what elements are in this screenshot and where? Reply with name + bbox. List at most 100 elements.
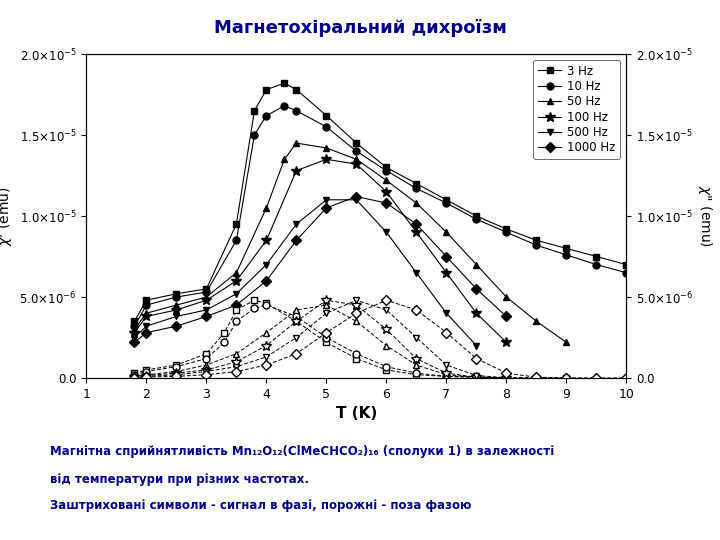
100 Hz [130, 329, 139, 336]
Line: 100 Hz: 100 Hz [130, 154, 511, 347]
10 Hz [532, 242, 541, 248]
500 Hz [442, 310, 451, 316]
Legend: 3 Hz, 10 Hz, 50 Hz, 100 Hz, 500 Hz, 1000 Hz: 3 Hz, 10 Hz, 50 Hz, 100 Hz, 500 Hz, 1000… [534, 60, 621, 159]
100 Hz [382, 188, 391, 195]
3 Hz [142, 297, 150, 303]
3 Hz [502, 226, 510, 232]
10 Hz [562, 252, 571, 258]
50 Hz [532, 318, 541, 325]
10 Hz [202, 289, 211, 295]
100 Hz [172, 307, 181, 313]
10 Hz [472, 216, 481, 222]
100 Hz [262, 237, 271, 244]
Text: Магнітна сприйнятливість Mn₁₂O₁₂(ClMeCHCO₂)₁₆ (сполуки 1) в залежності: Магнітна сприйнятливість Mn₁₂O₁₂(ClMeCHC… [50, 446, 554, 458]
1000 Hz [232, 302, 240, 308]
500 Hz [352, 197, 361, 203]
3 Hz [232, 221, 240, 227]
Text: Магнетохіральний дихроїзм: Магнетохіральний дихроїзм [214, 19, 506, 37]
500 Hz [130, 334, 139, 341]
3 Hz [262, 86, 271, 93]
3 Hz [412, 180, 420, 187]
10 Hz [382, 167, 391, 174]
1000 Hz [352, 193, 361, 200]
1000 Hz [472, 286, 481, 292]
10 Hz [622, 269, 631, 276]
10 Hz [280, 103, 289, 109]
1000 Hz [262, 278, 271, 284]
500 Hz [412, 269, 420, 276]
10 Hz [130, 323, 139, 329]
10 Hz [250, 132, 258, 138]
1000 Hz [172, 323, 181, 329]
10 Hz [412, 185, 420, 192]
3 Hz [562, 245, 571, 252]
3 Hz [352, 140, 361, 146]
500 Hz [232, 291, 240, 297]
Text: від температури при різних частотах.: від температури при різних частотах. [50, 472, 310, 485]
3 Hz [322, 112, 330, 119]
500 Hz [382, 229, 391, 235]
10 Hz [262, 112, 271, 119]
50 Hz [502, 294, 510, 300]
3 Hz [202, 286, 211, 292]
3 Hz [532, 237, 541, 244]
Line: 1000 Hz: 1000 Hz [131, 193, 510, 346]
3 Hz [472, 213, 481, 219]
50 Hz [562, 339, 571, 346]
50 Hz [280, 156, 289, 163]
1000 Hz [202, 313, 211, 320]
100 Hz [472, 310, 481, 316]
50 Hz [262, 205, 271, 211]
50 Hz [172, 302, 181, 308]
50 Hz [322, 145, 330, 151]
100 Hz [412, 229, 420, 235]
500 Hz [472, 342, 481, 349]
1000 Hz [322, 205, 330, 211]
50 Hz [142, 310, 150, 316]
50 Hz [412, 200, 420, 206]
1000 Hz [412, 221, 420, 227]
100 Hz [352, 161, 361, 167]
50 Hz [472, 261, 481, 268]
500 Hz [292, 221, 301, 227]
100 Hz [502, 339, 510, 346]
50 Hz [130, 326, 139, 333]
Line: 3 Hz: 3 Hz [131, 80, 630, 325]
1000 Hz [292, 237, 301, 244]
500 Hz [322, 197, 330, 203]
1000 Hz [442, 253, 451, 260]
1000 Hz [502, 313, 510, 320]
10 Hz [592, 261, 600, 268]
50 Hz [232, 269, 240, 276]
3 Hz [382, 164, 391, 171]
50 Hz [382, 177, 391, 184]
1000 Hz [142, 329, 150, 336]
3 Hz [250, 107, 258, 114]
50 Hz [202, 294, 211, 300]
10 Hz [502, 229, 510, 235]
10 Hz [292, 107, 301, 114]
10 Hz [172, 294, 181, 300]
50 Hz [292, 140, 301, 146]
500 Hz [142, 323, 150, 329]
3 Hz [292, 86, 301, 93]
3 Hz [442, 197, 451, 203]
3 Hz [130, 318, 139, 325]
100 Hz [202, 297, 211, 303]
3 Hz [172, 291, 181, 297]
10 Hz [142, 302, 150, 308]
3 Hz [280, 80, 289, 86]
Y-axis label: $\chi$' (emu): $\chi$' (emu) [0, 186, 14, 246]
50 Hz [352, 156, 361, 163]
3 Hz [592, 253, 600, 260]
10 Hz [322, 124, 330, 130]
Line: 500 Hz: 500 Hz [131, 197, 480, 349]
Line: 10 Hz: 10 Hz [131, 103, 630, 329]
500 Hz [202, 307, 211, 313]
Y-axis label: $\chi$" (emu): $\chi$" (emu) [696, 185, 714, 247]
100 Hz [142, 313, 150, 320]
100 Hz [292, 167, 301, 174]
50 Hz [442, 229, 451, 235]
1000 Hz [130, 339, 139, 346]
500 Hz [172, 313, 181, 320]
